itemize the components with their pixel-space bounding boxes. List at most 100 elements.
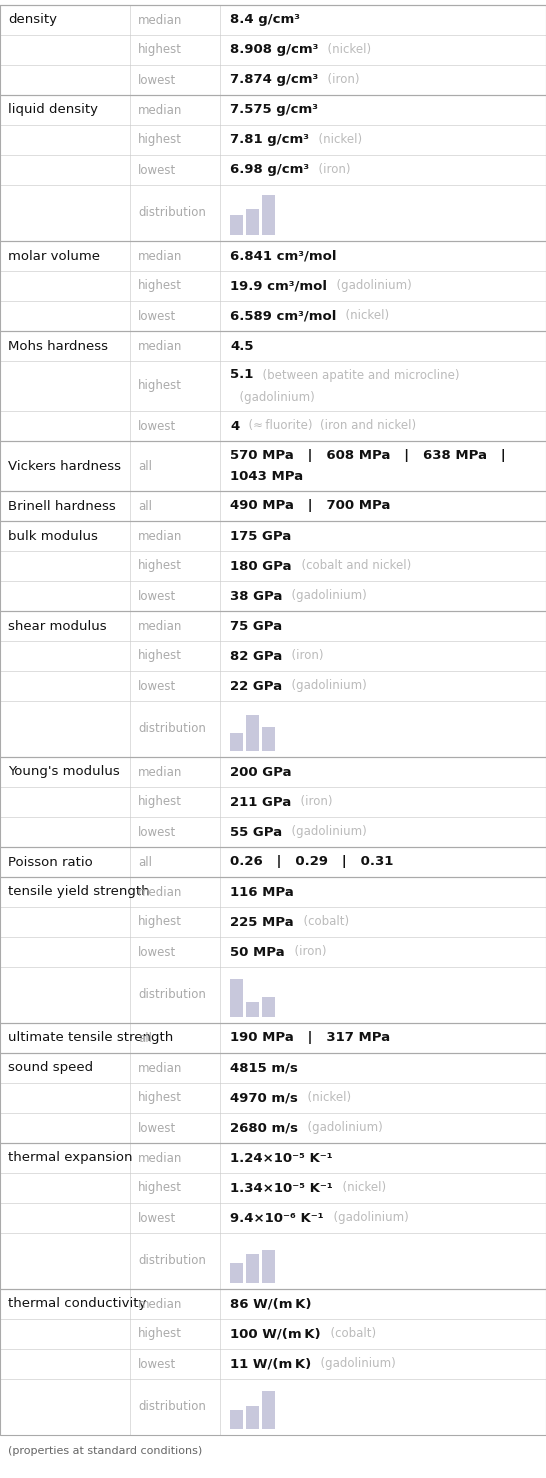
Bar: [0, 95, 546, 241]
Bar: [0, 241, 546, 331]
Bar: [0, 757, 546, 847]
Text: (nickel): (nickel): [339, 309, 389, 322]
Text: median: median: [138, 13, 182, 27]
Text: 570 MPa   |   608 MPa   |   638 MPa   |: 570 MPa | 608 MPa | 638 MPa |: [230, 448, 506, 461]
Text: lowest: lowest: [138, 420, 176, 433]
Text: median: median: [138, 250, 182, 263]
Text: distribution: distribution: [138, 723, 206, 736]
Text: (cobalt and nickel): (cobalt and nickel): [294, 560, 411, 572]
Text: (≈ fluorite)  (iron and nickel): (≈ fluorite) (iron and nickel): [241, 420, 417, 433]
Text: median: median: [138, 340, 182, 352]
Text: thermal conductivity: thermal conductivity: [8, 1298, 146, 1311]
Bar: [0, 1289, 546, 1435]
Text: ultimate tensile strength: ultimate tensile strength: [8, 1032, 173, 1045]
Text: 225 MPa: 225 MPa: [230, 915, 294, 928]
Text: tensile yield strength: tensile yield strength: [8, 885, 150, 899]
Text: 7.81 g/cm³: 7.81 g/cm³: [230, 133, 309, 146]
Text: (iron): (iron): [293, 795, 333, 808]
Bar: [0, 440, 546, 491]
Text: 211 GPa: 211 GPa: [230, 795, 291, 808]
Bar: [0, 4, 546, 95]
Text: distribution: distribution: [138, 1401, 206, 1413]
Text: 5.1: 5.1: [230, 368, 253, 381]
Bar: [0, 331, 546, 440]
Text: (nickel): (nickel): [300, 1091, 351, 1104]
Text: 6.589 cm³/mol: 6.589 cm³/mol: [230, 309, 336, 322]
Text: (gadolinium): (gadolinium): [300, 1122, 383, 1135]
Bar: [0, 491, 546, 522]
Text: (nickel): (nickel): [311, 133, 362, 146]
Bar: [262, 1391, 275, 1429]
Text: 6.841 cm³/mol: 6.841 cm³/mol: [230, 250, 336, 263]
Text: thermal expansion: thermal expansion: [8, 1151, 133, 1165]
Text: (gadolinium): (gadolinium): [284, 826, 367, 838]
Text: lowest: lowest: [138, 309, 176, 322]
Text: highest: highest: [138, 1181, 182, 1194]
Text: 86 W/(m K): 86 W/(m K): [230, 1298, 312, 1311]
Bar: [0, 1142, 546, 1289]
Text: 490 MPa   |   700 MPa: 490 MPa | 700 MPa: [230, 500, 390, 513]
Text: liquid density: liquid density: [8, 103, 98, 117]
Text: 200 GPa: 200 GPa: [230, 766, 292, 779]
Text: sound speed: sound speed: [8, 1061, 93, 1075]
Text: highest: highest: [138, 1327, 182, 1341]
Text: bulk modulus: bulk modulus: [8, 529, 98, 542]
Text: highest: highest: [138, 649, 182, 662]
Text: Young's modulus: Young's modulus: [8, 766, 120, 779]
Bar: [0, 876, 546, 1023]
Text: (gadolinium): (gadolinium): [232, 390, 314, 403]
Text: Poisson ratio: Poisson ratio: [8, 856, 93, 869]
Text: 190 MPa   |   317 MPa: 190 MPa | 317 MPa: [230, 1032, 390, 1045]
Text: lowest: lowest: [138, 164, 176, 176]
Text: (iron): (iron): [311, 164, 351, 176]
Text: distribution: distribution: [138, 1255, 206, 1268]
Text: 4: 4: [230, 420, 239, 433]
Text: (nickel): (nickel): [335, 1181, 386, 1194]
Text: 6.98 g/cm³: 6.98 g/cm³: [230, 164, 309, 176]
Bar: [0, 1052, 546, 1142]
Text: shear modulus: shear modulus: [8, 619, 106, 633]
Text: lowest: lowest: [138, 826, 176, 838]
Text: lowest: lowest: [138, 946, 176, 959]
Text: Mohs hardness: Mohs hardness: [8, 340, 108, 352]
Text: 19.9 cm³/mol: 19.9 cm³/mol: [230, 279, 327, 293]
Bar: [0, 847, 546, 876]
Text: lowest: lowest: [138, 1357, 176, 1370]
Text: median: median: [138, 103, 182, 117]
Bar: [230, 733, 243, 751]
Bar: [230, 216, 243, 235]
Bar: [246, 1002, 259, 1017]
Bar: [0, 1023, 546, 1052]
Text: density: density: [8, 13, 57, 27]
Text: 22 GPa: 22 GPa: [230, 680, 282, 693]
Text: 7.874 g/cm³: 7.874 g/cm³: [230, 74, 318, 87]
Text: distribution: distribution: [138, 207, 206, 220]
Text: lowest: lowest: [138, 74, 176, 87]
Text: 2680 m/s: 2680 m/s: [230, 1122, 298, 1135]
Text: 50 MPa: 50 MPa: [230, 946, 284, 959]
Text: median: median: [138, 1151, 182, 1165]
Text: median: median: [138, 885, 182, 899]
Text: 8.4 g/cm³: 8.4 g/cm³: [230, 13, 300, 27]
Text: median: median: [138, 1061, 182, 1075]
Bar: [246, 1406, 259, 1429]
Text: 100 W/(m K): 100 W/(m K): [230, 1327, 321, 1341]
Text: 1.34×10⁻⁵ K⁻¹: 1.34×10⁻⁵ K⁻¹: [230, 1181, 333, 1194]
Text: lowest: lowest: [138, 680, 176, 693]
Text: 175 GPa: 175 GPa: [230, 529, 291, 542]
Bar: [0, 610, 546, 757]
Text: median: median: [138, 1298, 182, 1311]
Text: (cobalt): (cobalt): [295, 915, 349, 928]
Text: highest: highest: [138, 133, 182, 146]
Text: (gadolinium): (gadolinium): [313, 1357, 396, 1370]
Bar: [230, 1410, 243, 1429]
Bar: [246, 210, 259, 235]
Bar: [230, 1264, 243, 1283]
Text: 75 GPa: 75 GPa: [230, 619, 282, 633]
Text: all: all: [138, 460, 152, 473]
Text: (iron): (iron): [321, 74, 360, 87]
Text: median: median: [138, 619, 182, 633]
Text: 7.575 g/cm³: 7.575 g/cm³: [230, 103, 318, 117]
Text: 4.5: 4.5: [230, 340, 253, 352]
Text: 82 GPa: 82 GPa: [230, 649, 282, 662]
